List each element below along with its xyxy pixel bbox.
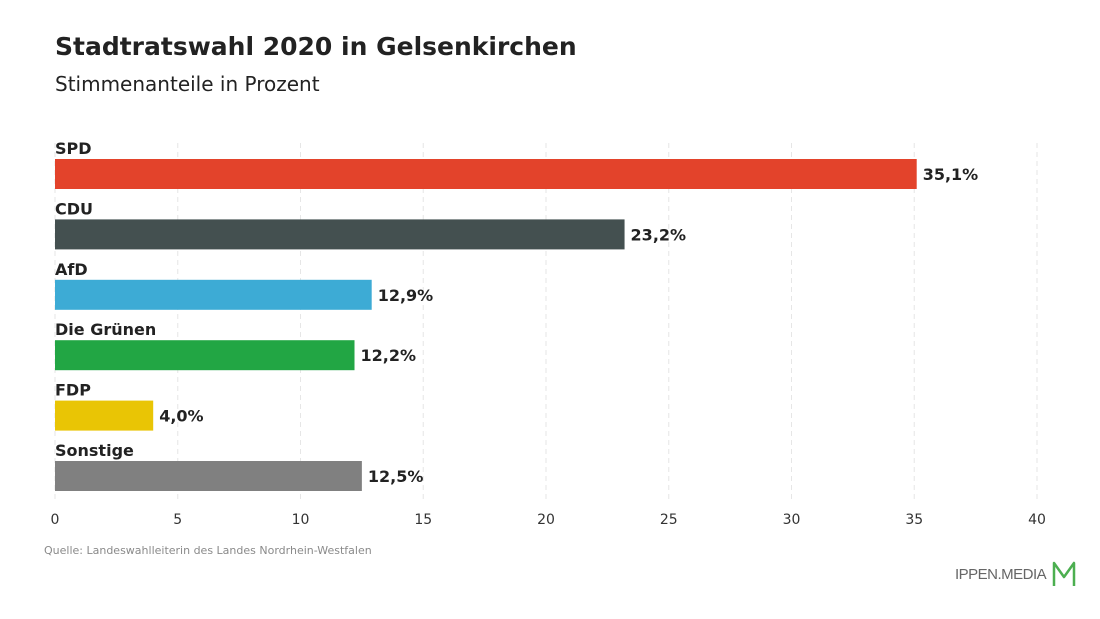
- x-tick-label: 15: [414, 512, 432, 528]
- x-tick-label: 0: [51, 512, 60, 528]
- x-tick-label: 35: [905, 512, 923, 528]
- value-label-spd: 35,1%: [923, 165, 979, 184]
- chart-title: Stadtratswahl 2020 in Gelsenkirchen: [55, 32, 577, 61]
- x-tick-label: 40: [1028, 512, 1046, 528]
- bar-sonstige: [55, 461, 362, 491]
- value-label-afd: 12,9%: [378, 286, 434, 305]
- x-tick-label: 25: [660, 512, 678, 528]
- category-label-die-gr-nen: Die Grünen: [55, 320, 156, 339]
- source-note: Quelle: Landeswahlleiterin des Landes No…: [44, 544, 372, 557]
- x-tick-label: 30: [783, 512, 801, 528]
- category-label-cdu: CDU: [55, 199, 93, 218]
- x-tick-label: 20: [537, 512, 555, 528]
- bar-cdu: [55, 219, 625, 250]
- x-tick-label: 10: [292, 512, 310, 528]
- category-label-afd: AfD: [55, 260, 88, 279]
- value-label-fdp: 4,0%: [159, 407, 203, 426]
- x-tick-label: 5: [173, 512, 182, 528]
- bar-afd: [55, 279, 372, 310]
- category-label-fdp: FDP: [55, 381, 91, 400]
- brand-logo: IPPEN.MEDIA: [955, 560, 1077, 588]
- brand-name: IPPEN.MEDIA: [955, 565, 1047, 583]
- value-label-die-gr-nen: 12,2%: [361, 346, 417, 365]
- bar-spd: [55, 159, 917, 189]
- value-label-cdu: 23,2%: [631, 225, 687, 244]
- value-label-sonstige: 12,5%: [368, 467, 424, 486]
- category-label-sonstige: Sonstige: [55, 441, 134, 460]
- bar-die-gr-nen: [55, 340, 355, 371]
- brand-m-icon: [1052, 561, 1076, 586]
- category-label-spd: SPD: [55, 139, 92, 158]
- bar-fdp: [55, 400, 154, 431]
- chart-subtitle: Stimmenanteile in Prozent: [55, 72, 320, 96]
